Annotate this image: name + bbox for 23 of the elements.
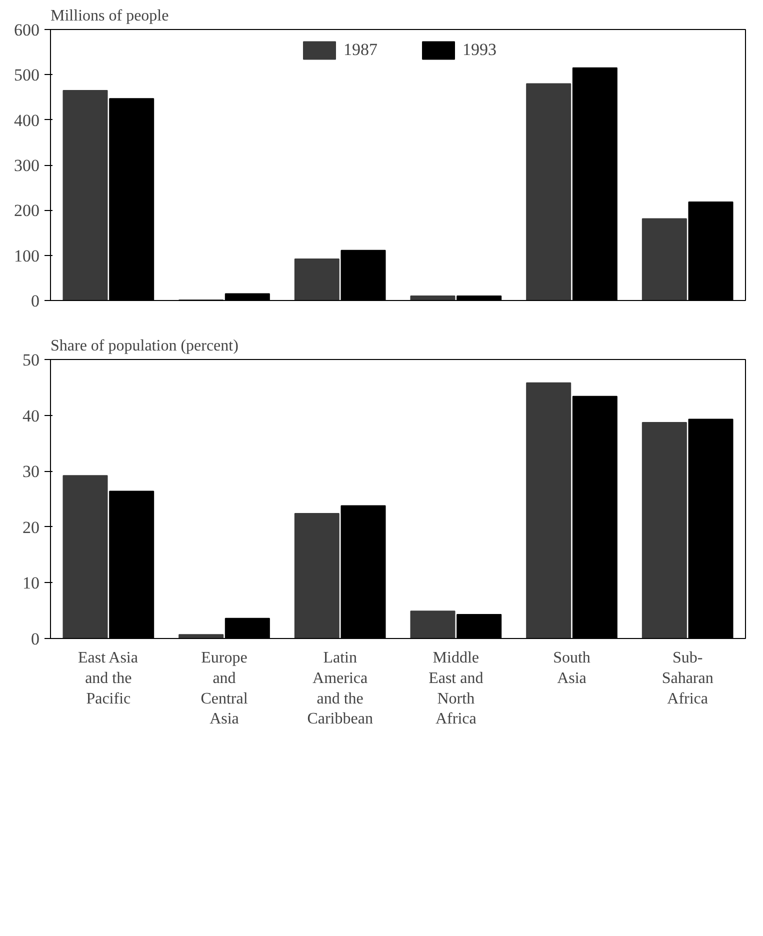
legend-label: 1993 (462, 40, 496, 60)
x-tick-label: Sub- Saharan Africa (662, 650, 714, 708)
x-tick-label: Latin America and the Caribbean (307, 650, 373, 728)
y-axis-title: Millions of people (50, 8, 169, 24)
y-tick-label: 400 (14, 110, 40, 130)
y-tick-label: 40 (22, 406, 40, 426)
y-tick-label: 500 (14, 66, 40, 85)
y-tick-label: 100 (14, 246, 40, 266)
y-tick-label: 300 (14, 156, 40, 175)
y-tick-label: 10 (22, 574, 40, 593)
y-tick-label: 20 (22, 518, 40, 537)
x-tick-label: Middle East and North Africa (428, 650, 484, 728)
y-axis-title: Share of population (percent) (50, 338, 238, 354)
y-tick-label: 50 (22, 350, 40, 370)
y-tick-label: 0 (31, 630, 40, 648)
y-tick-label: 30 (22, 462, 40, 482)
y-tick-label: 600 (14, 20, 40, 40)
x-tick-label: South Asia (553, 650, 590, 687)
y-tick-label: 0 (31, 292, 40, 310)
x-tick-label: Europe and Central Asia (200, 650, 248, 728)
legend-label: 1987 (344, 40, 378, 60)
x-tick-label: East Asia and the Pacific (78, 650, 138, 708)
y-tick-label: 200 (14, 201, 40, 220)
